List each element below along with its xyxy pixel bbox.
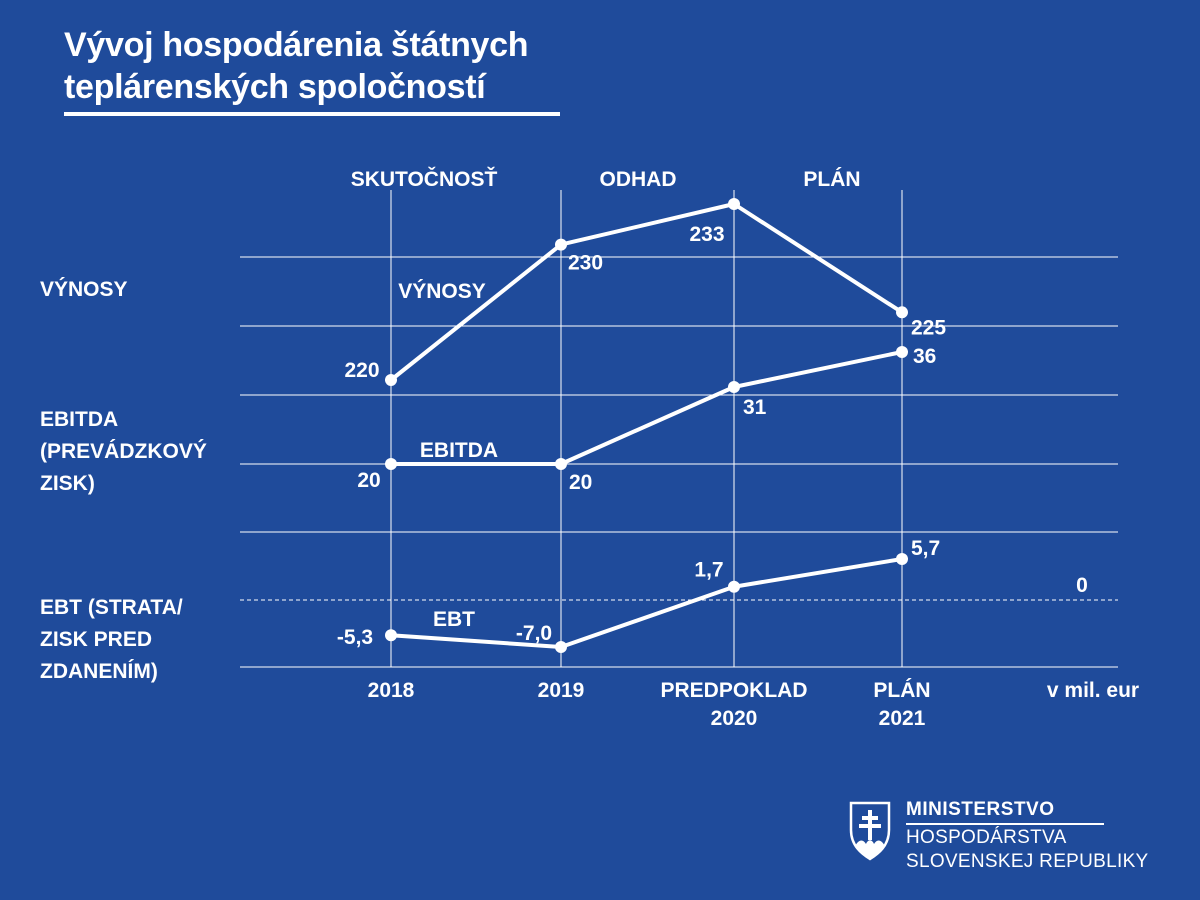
logo-ministry: MINISTERSTVO bbox=[906, 799, 1055, 820]
series-name-1: EBITDA bbox=[420, 439, 498, 462]
data-point-2-0 bbox=[385, 629, 397, 642]
series-name-2: EBT bbox=[433, 608, 475, 631]
series-name-0: VÝNOSY bbox=[398, 279, 486, 303]
series-line-1 bbox=[391, 350, 903, 466]
data-label-2-2: 1,7 bbox=[694, 559, 723, 582]
data-label-0-1: 230 bbox=[568, 252, 603, 275]
logo-line-2: HOSPODÁRSTVA bbox=[906, 827, 1067, 848]
unit-label: v mil. eur bbox=[1047, 679, 1139, 702]
data-point-1-1 bbox=[555, 458, 567, 470]
title-line-2: teplárenských spoločností bbox=[64, 68, 486, 106]
data-point-0-0 bbox=[385, 374, 397, 386]
data-point-0-1 bbox=[555, 238, 567, 251]
row-label-ebt: EBT (STRATA/ ZISK PRED ZDANENÍM) bbox=[40, 596, 183, 683]
chart-title: Vývoj hospodárenia štátnych teplárenskýc… bbox=[64, 24, 529, 108]
x-tick-label-2: PREDPOKLAD 2020 bbox=[660, 679, 807, 730]
data-label-1-2: 31 bbox=[743, 396, 767, 419]
zero-label: 0 bbox=[1076, 574, 1088, 597]
data-point-0-2 bbox=[728, 198, 740, 210]
logo-ministry-name: HOSPODÁRSTVA SLOVENSKEJ REPUBLIKY bbox=[906, 826, 1149, 874]
data-label-0-2: 233 bbox=[689, 223, 724, 246]
data-label-2-1: -7,0 bbox=[516, 622, 552, 645]
data-point-2-3 bbox=[896, 553, 908, 565]
data-point-2-1 bbox=[555, 641, 567, 653]
data-label-1-1: 20 bbox=[569, 471, 592, 494]
data-point-1-0 bbox=[385, 458, 397, 470]
data-point-1-3 bbox=[896, 346, 908, 358]
data-label-0-3: 225 bbox=[911, 316, 946, 339]
series-line-0 bbox=[389, 202, 904, 382]
data-label-1-0: 20 bbox=[357, 469, 380, 492]
data-point-1-2 bbox=[728, 381, 740, 393]
data-point-2-2 bbox=[728, 580, 740, 593]
logo-divider bbox=[906, 823, 1104, 825]
data-point-0-3 bbox=[896, 306, 908, 319]
title-line-1: Vývoj hospodárenia štátnych bbox=[64, 26, 529, 64]
x-tick-label-1: 2019 bbox=[538, 679, 585, 702]
data-label-0-0: 220 bbox=[344, 359, 379, 382]
x-tick-label-3: PLÁN 2021 bbox=[873, 679, 930, 730]
period-label-2: PLÁN bbox=[803, 168, 860, 191]
row-label-ebitda: EBITDA (PREVÁDZKOVÝ ZISK) bbox=[40, 408, 207, 495]
data-label-1-3: 36 bbox=[913, 345, 936, 368]
logo-line-3: SLOVENSKEJ REPUBLIKY bbox=[906, 851, 1149, 872]
period-label-0: SKUTOČNOSŤ bbox=[351, 167, 498, 191]
title-underline bbox=[64, 112, 560, 116]
period-label-1: ODHAD bbox=[600, 168, 677, 191]
data-label-2-0: -5,3 bbox=[337, 626, 373, 649]
row-label-revenue: VÝNOSY bbox=[40, 278, 128, 301]
data-label-2-3: 5,7 bbox=[911, 537, 940, 560]
coat-of-arms-icon bbox=[849, 801, 891, 861]
series-line-2 bbox=[390, 557, 903, 649]
ministry-logo: MINISTERSTVO HOSPODÁRSTVA SLOVENSKEJ REP… bbox=[848, 798, 1148, 878]
x-tick-label-0: 2018 bbox=[368, 679, 415, 702]
